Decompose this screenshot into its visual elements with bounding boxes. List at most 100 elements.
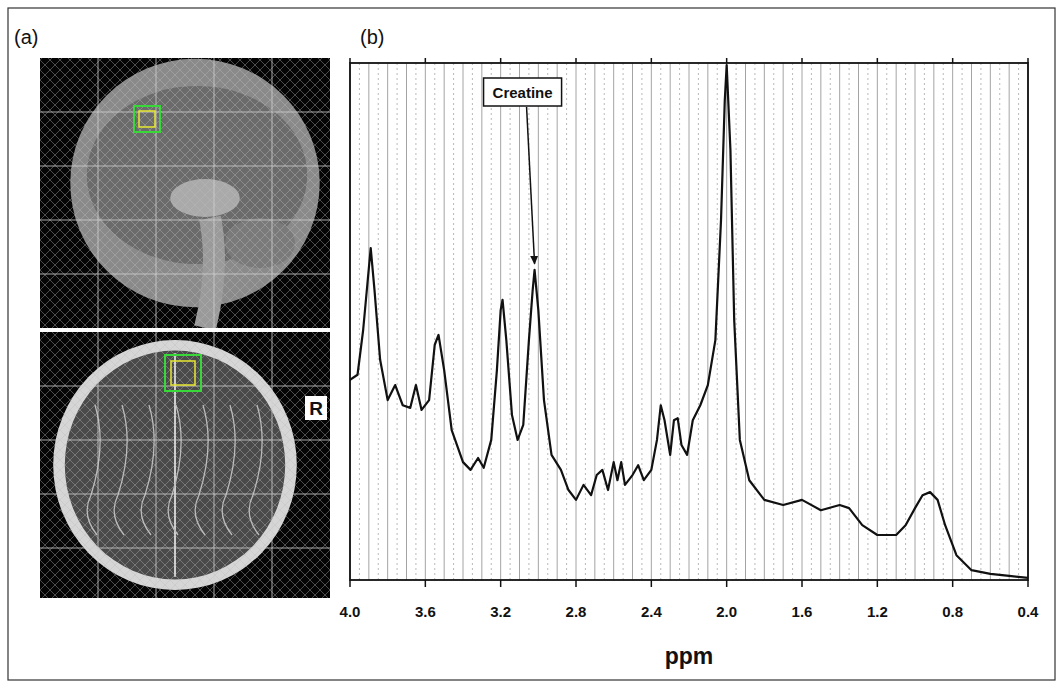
grid-line — [40, 494, 330, 495]
minor-grid-line — [924, 63, 925, 580]
minor-grid-line — [867, 63, 868, 580]
side-label: R — [309, 398, 323, 419]
tick-label: 2.8 — [566, 603, 587, 620]
tick-label: 1.2 — [867, 603, 888, 620]
tick — [877, 580, 879, 587]
tick — [500, 580, 502, 587]
minor-grid-line — [971, 63, 972, 580]
minor-grid-line — [632, 63, 633, 580]
tick — [726, 580, 728, 587]
tick-label: 2.4 — [641, 603, 663, 620]
minor-grid-line — [830, 63, 831, 580]
minor-grid-line — [660, 63, 661, 580]
grid-line — [98, 332, 99, 598]
minor-grid-line — [368, 63, 369, 580]
panel-label: (b) — [360, 26, 384, 48]
minor-grid-line — [849, 63, 850, 580]
minor-grid-line — [933, 63, 934, 580]
tick — [801, 580, 803, 587]
minor-grid-line — [764, 63, 765, 580]
minor-grid-line — [406, 63, 407, 580]
spectrum-line — [350, 65, 1028, 578]
panel-label: (a) — [14, 26, 38, 48]
tick-label: 1.6 — [792, 603, 813, 620]
grid-line — [726, 63, 727, 580]
minor-grid-line — [990, 63, 991, 580]
minor-grid-line — [547, 63, 548, 580]
minor-grid-line — [397, 63, 398, 580]
minor-grid-line — [698, 63, 699, 580]
series-group — [350, 65, 1028, 578]
minor-grid-line — [594, 63, 595, 580]
tick-label: 4.0 — [340, 603, 361, 620]
minor-grid-line — [980, 63, 981, 580]
minor-grid-line — [585, 63, 586, 580]
grid-line — [214, 58, 215, 328]
image-background — [40, 58, 330, 328]
tick — [651, 580, 653, 587]
annotation-text: Creatine — [493, 84, 553, 101]
minor-grid-line — [444, 63, 445, 580]
minor-grid-line — [689, 63, 690, 580]
voxel-inner — [139, 111, 155, 127]
tick — [575, 580, 577, 587]
minor-grid-line — [811, 63, 812, 580]
minor-grid-line — [962, 63, 963, 580]
grid-line — [651, 63, 652, 580]
minor-grid-line — [491, 63, 492, 580]
voxel — [134, 106, 160, 132]
axis-title: ppm — [665, 643, 714, 669]
minor-grid-line — [915, 63, 916, 580]
grid-line — [156, 332, 157, 598]
grid-line — [40, 220, 330, 221]
grid-line — [40, 166, 330, 167]
minor-grid-line — [783, 63, 784, 580]
minor-grid-line — [905, 63, 906, 580]
tick-label: 0.8 — [942, 603, 963, 620]
minor-grid-line — [999, 63, 1000, 580]
mri-image — [40, 332, 330, 598]
minor-grid-line — [557, 63, 558, 580]
grid-line — [156, 58, 157, 328]
image-background — [40, 332, 330, 598]
grid-line — [40, 112, 330, 113]
minor-grid-line — [415, 63, 416, 580]
tick — [349, 580, 351, 587]
minor-grid-line — [754, 63, 755, 580]
minor-grid-line — [886, 63, 887, 580]
annotation-arrow — [527, 107, 535, 264]
minor-grid-line — [1018, 63, 1019, 580]
minor-grid-line — [736, 63, 737, 580]
minor-grid-line — [453, 63, 454, 580]
grid-hatch — [40, 58, 330, 328]
grid-line — [952, 63, 953, 580]
minor-grid-line — [670, 63, 671, 580]
plot-frame — [350, 63, 1028, 580]
grid-line — [98, 58, 99, 328]
grid-line — [425, 63, 426, 580]
minor-grid-line — [519, 63, 520, 580]
minor-grid-line — [463, 63, 464, 580]
tick-label: 2.0 — [716, 603, 737, 620]
minor-grid-line — [387, 63, 388, 580]
voxel — [165, 355, 201, 391]
grid-line — [272, 58, 273, 328]
minor-grid-line — [707, 63, 708, 580]
grid-line — [877, 63, 878, 580]
tick — [952, 580, 954, 587]
minor-grid-line — [858, 63, 859, 580]
minor-grid-line — [943, 63, 944, 580]
minor-grid-line — [566, 63, 567, 580]
side-label-ground — [305, 396, 327, 420]
grid-hatch — [40, 332, 330, 598]
minor-grid-line — [434, 63, 435, 580]
minor-grid-line — [359, 63, 360, 580]
tick-label: 3.6 — [415, 603, 436, 620]
minor-grid-line — [472, 63, 473, 580]
tick — [1027, 580, 1029, 587]
minor-grid-line — [1009, 63, 1010, 580]
mri-image — [40, 58, 330, 328]
tick — [425, 580, 427, 587]
minor-grid-line — [896, 63, 897, 580]
minor-grid-line — [839, 63, 840, 580]
